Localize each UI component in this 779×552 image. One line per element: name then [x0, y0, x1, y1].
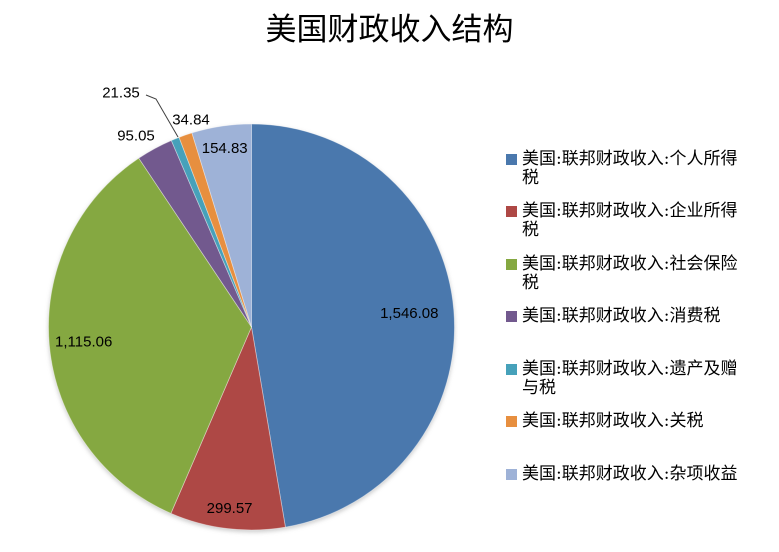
- chart-title: 美国财政收入结构: [265, 12, 514, 48]
- legend-label: 美国:联邦财政收入:消费税: [522, 306, 721, 326]
- chart-legend: 美国:联邦财政收入:个人所得税 美国:联邦财政收入:企业所得税 美国:联邦财政收入:…: [506, 133, 778, 501]
- legend-label: 美国:联邦财政收入:杂项收益: [522, 463, 738, 484]
- pie-value-label-0: 1,546.08: [380, 305, 438, 322]
- pie-slice-1: [170, 325, 286, 531]
- pie-slices: [48, 123, 455, 531]
- legend-swatch-icon: [506, 468, 517, 480]
- legend-item-0: 美国:联邦财政收入:个人所得税: [506, 133, 778, 188]
- legend-item-1: 美国:联邦财政收入:企业所得税: [506, 186, 778, 240]
- legend-item-4: 美国:联邦财政收入:遗产及赠与税: [506, 343, 778, 398]
- pie-slice-6: [191, 123, 252, 328]
- legend-label: 美国:联邦财政收入:企业所得税: [522, 201, 738, 240]
- legend-item-6: 美国:联邦财政收入:杂项收益: [506, 448, 778, 501]
- pie-slice-2: [48, 157, 252, 514]
- legend-swatch-icon: [506, 153, 517, 165]
- legend-item-3: 美国:联邦财政收入:消费税: [506, 291, 778, 344]
- legend-item-2: 美国:联邦财政收入:社会保险税: [506, 238, 778, 293]
- label-leader-line-4: [145, 94, 179, 138]
- pie-value-label-2: 1,115.06: [55, 334, 112, 351]
- legend-swatch-icon: [506, 363, 517, 375]
- pie-value-label-5: 34.84: [172, 112, 210, 129]
- legend-label: 美国:联邦财政收入:遗产及赠与税: [522, 358, 738, 398]
- pie-slice-5: [178, 132, 252, 328]
- legend-label: 美国:联邦财政收入:关税: [522, 411, 704, 431]
- legend-swatch-icon: [506, 416, 517, 427]
- pie-value-label-3: 95.05: [117, 128, 155, 145]
- pie-data-labels: 1,546.08 299.57 1,115.06 95.05 21.35 34.84 154…: [55, 85, 438, 517]
- pie-value-label-4: 21.35: [102, 85, 140, 102]
- pie-plot-area: 1,546.08 299.57 1,115.06 95.05 21.35 34.84 154…: [48, 85, 455, 531]
- pie-value-label-6: 154.83: [202, 140, 248, 157]
- legend-item-5: 美国:联邦财政收入:关税: [506, 396, 778, 449]
- pie-value-label-1: 299.57: [207, 500, 253, 517]
- legend-swatch-icon: [506, 311, 517, 322]
- legend-label: 美国:联邦财政收入:社会保险税: [522, 253, 738, 293]
- pie-slice-4: [170, 136, 252, 328]
- pie-slice-0: [251, 123, 455, 528]
- legend-label: 美国:联邦财政收入:个人所得税: [522, 148, 738, 188]
- legend-swatch-icon: [506, 206, 517, 217]
- pie-slice-3: [138, 139, 252, 328]
- legend-swatch-icon: [506, 258, 517, 270]
